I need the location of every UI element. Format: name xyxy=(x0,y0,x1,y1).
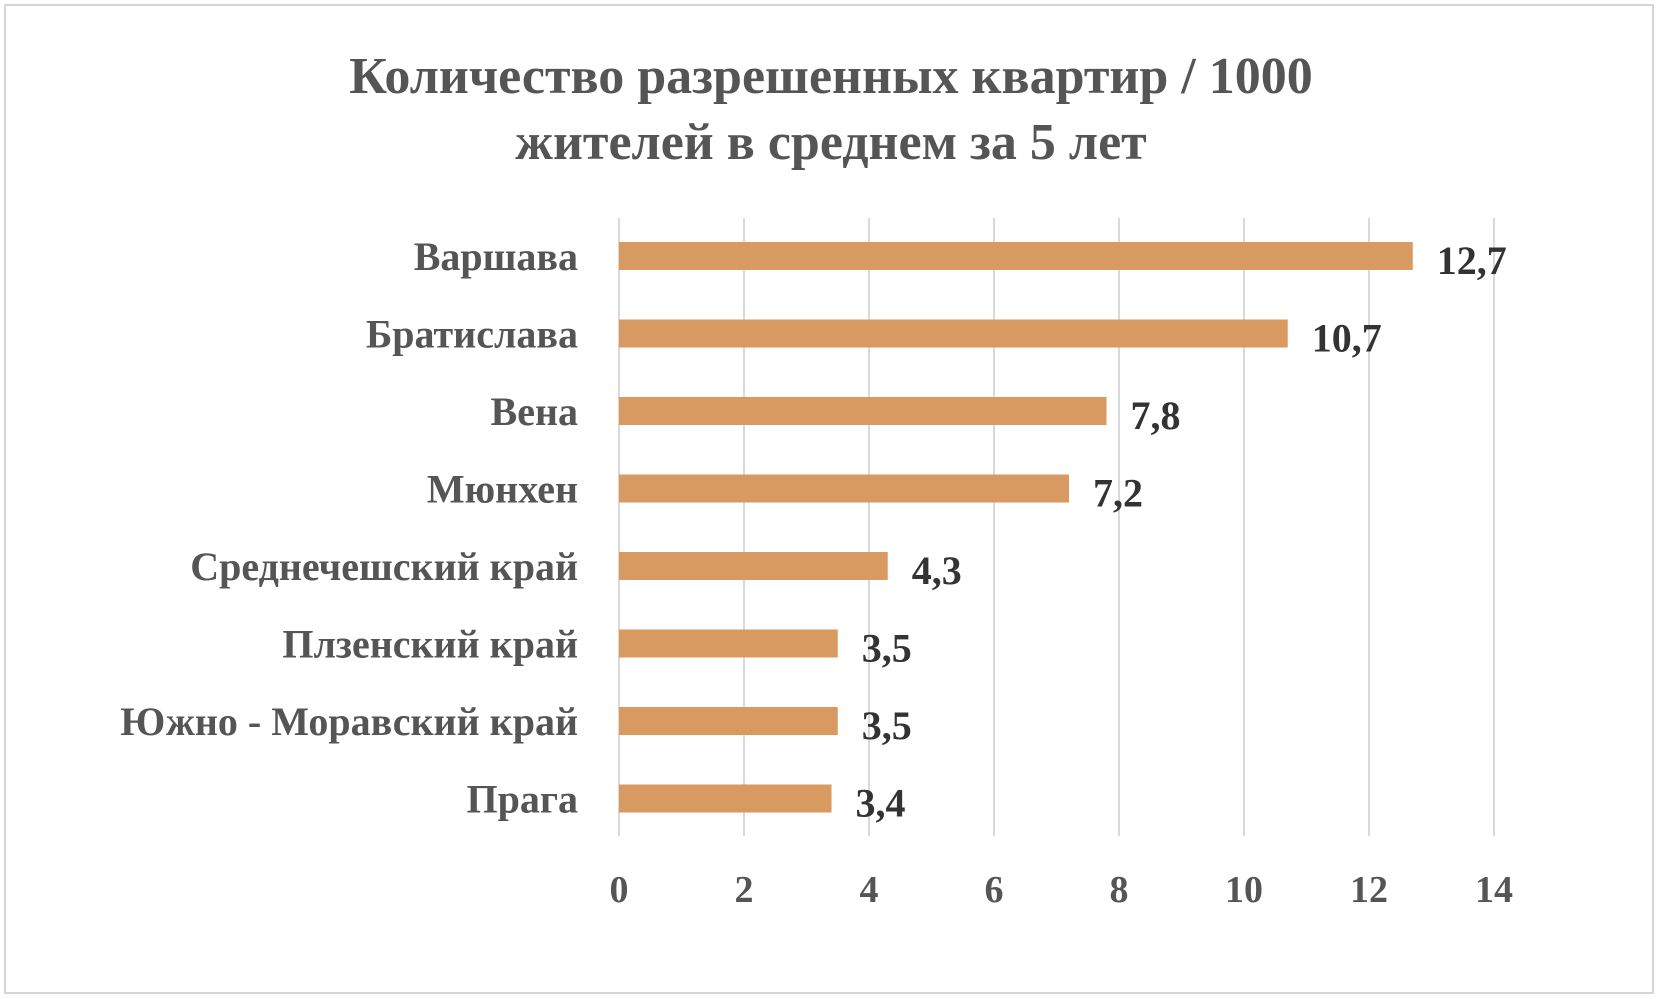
chart-title-line-2: жителей в среднем за 5 лет xyxy=(515,114,1147,171)
bar-3 xyxy=(619,474,1069,503)
bar-chart-plot: Варшава Братислава Вена Мюнхен Среднечешский… xyxy=(120,218,1514,911)
category-label-5: Плзенский край xyxy=(282,622,578,667)
tick-label-14: 14 xyxy=(1475,869,1513,911)
tick-label-6: 6 xyxy=(985,869,1004,911)
value-label-4: 4,3 xyxy=(912,548,962,593)
category-label-4: Среднечешский край xyxy=(190,544,578,589)
bar-5 xyxy=(619,629,838,658)
value-label-2: 7,8 xyxy=(1131,393,1181,438)
chart-frame: Количество разрешенных квартир / 1000 жи… xyxy=(4,4,1654,994)
value-label-7: 3,4 xyxy=(856,781,906,826)
bar-1 xyxy=(619,319,1288,348)
category-label-7: Прага xyxy=(466,777,578,822)
bar-4 xyxy=(619,552,888,580)
tick-label-0: 0 xyxy=(610,869,629,911)
category-label-2: Вена xyxy=(491,389,578,434)
category-labels: Варшава Братислава Вена Мюнхен Среднечешский… xyxy=(120,234,578,822)
category-label-0: Варшава xyxy=(414,234,578,279)
bar-2 xyxy=(619,397,1107,425)
tick-label-12: 12 xyxy=(1350,869,1388,911)
bar-6 xyxy=(619,707,838,735)
tick-label-10: 10 xyxy=(1225,869,1263,911)
chart-title: Количество разрешенных квартир / 1000 жи… xyxy=(6,44,1656,176)
bar-7 xyxy=(619,784,832,813)
bar-0 xyxy=(619,242,1413,270)
x-axis-tick-labels: 0 2 4 6 8 10 12 14 xyxy=(610,869,1514,911)
value-label-6: 3,5 xyxy=(862,703,912,748)
tick-label-8: 8 xyxy=(1110,869,1129,911)
value-labels: 12,710,77,87,24,33,53,53,4 xyxy=(856,238,1507,826)
category-label-6: Южно - Моравский край xyxy=(120,699,578,744)
chart-title-line-1: Количество разрешенных квартир / 1000 xyxy=(349,48,1313,105)
value-label-5: 3,5 xyxy=(862,626,912,671)
value-label-0: 12,7 xyxy=(1437,238,1507,283)
bars xyxy=(619,242,1413,813)
category-label-3: Мюнхен xyxy=(427,467,578,512)
value-label-1: 10,7 xyxy=(1312,316,1382,361)
tick-label-4: 4 xyxy=(860,869,879,911)
category-label-1: Братислава xyxy=(366,312,578,357)
value-label-3: 7,2 xyxy=(1093,471,1143,516)
gridlines xyxy=(618,218,1495,836)
tick-label-2: 2 xyxy=(735,869,754,911)
